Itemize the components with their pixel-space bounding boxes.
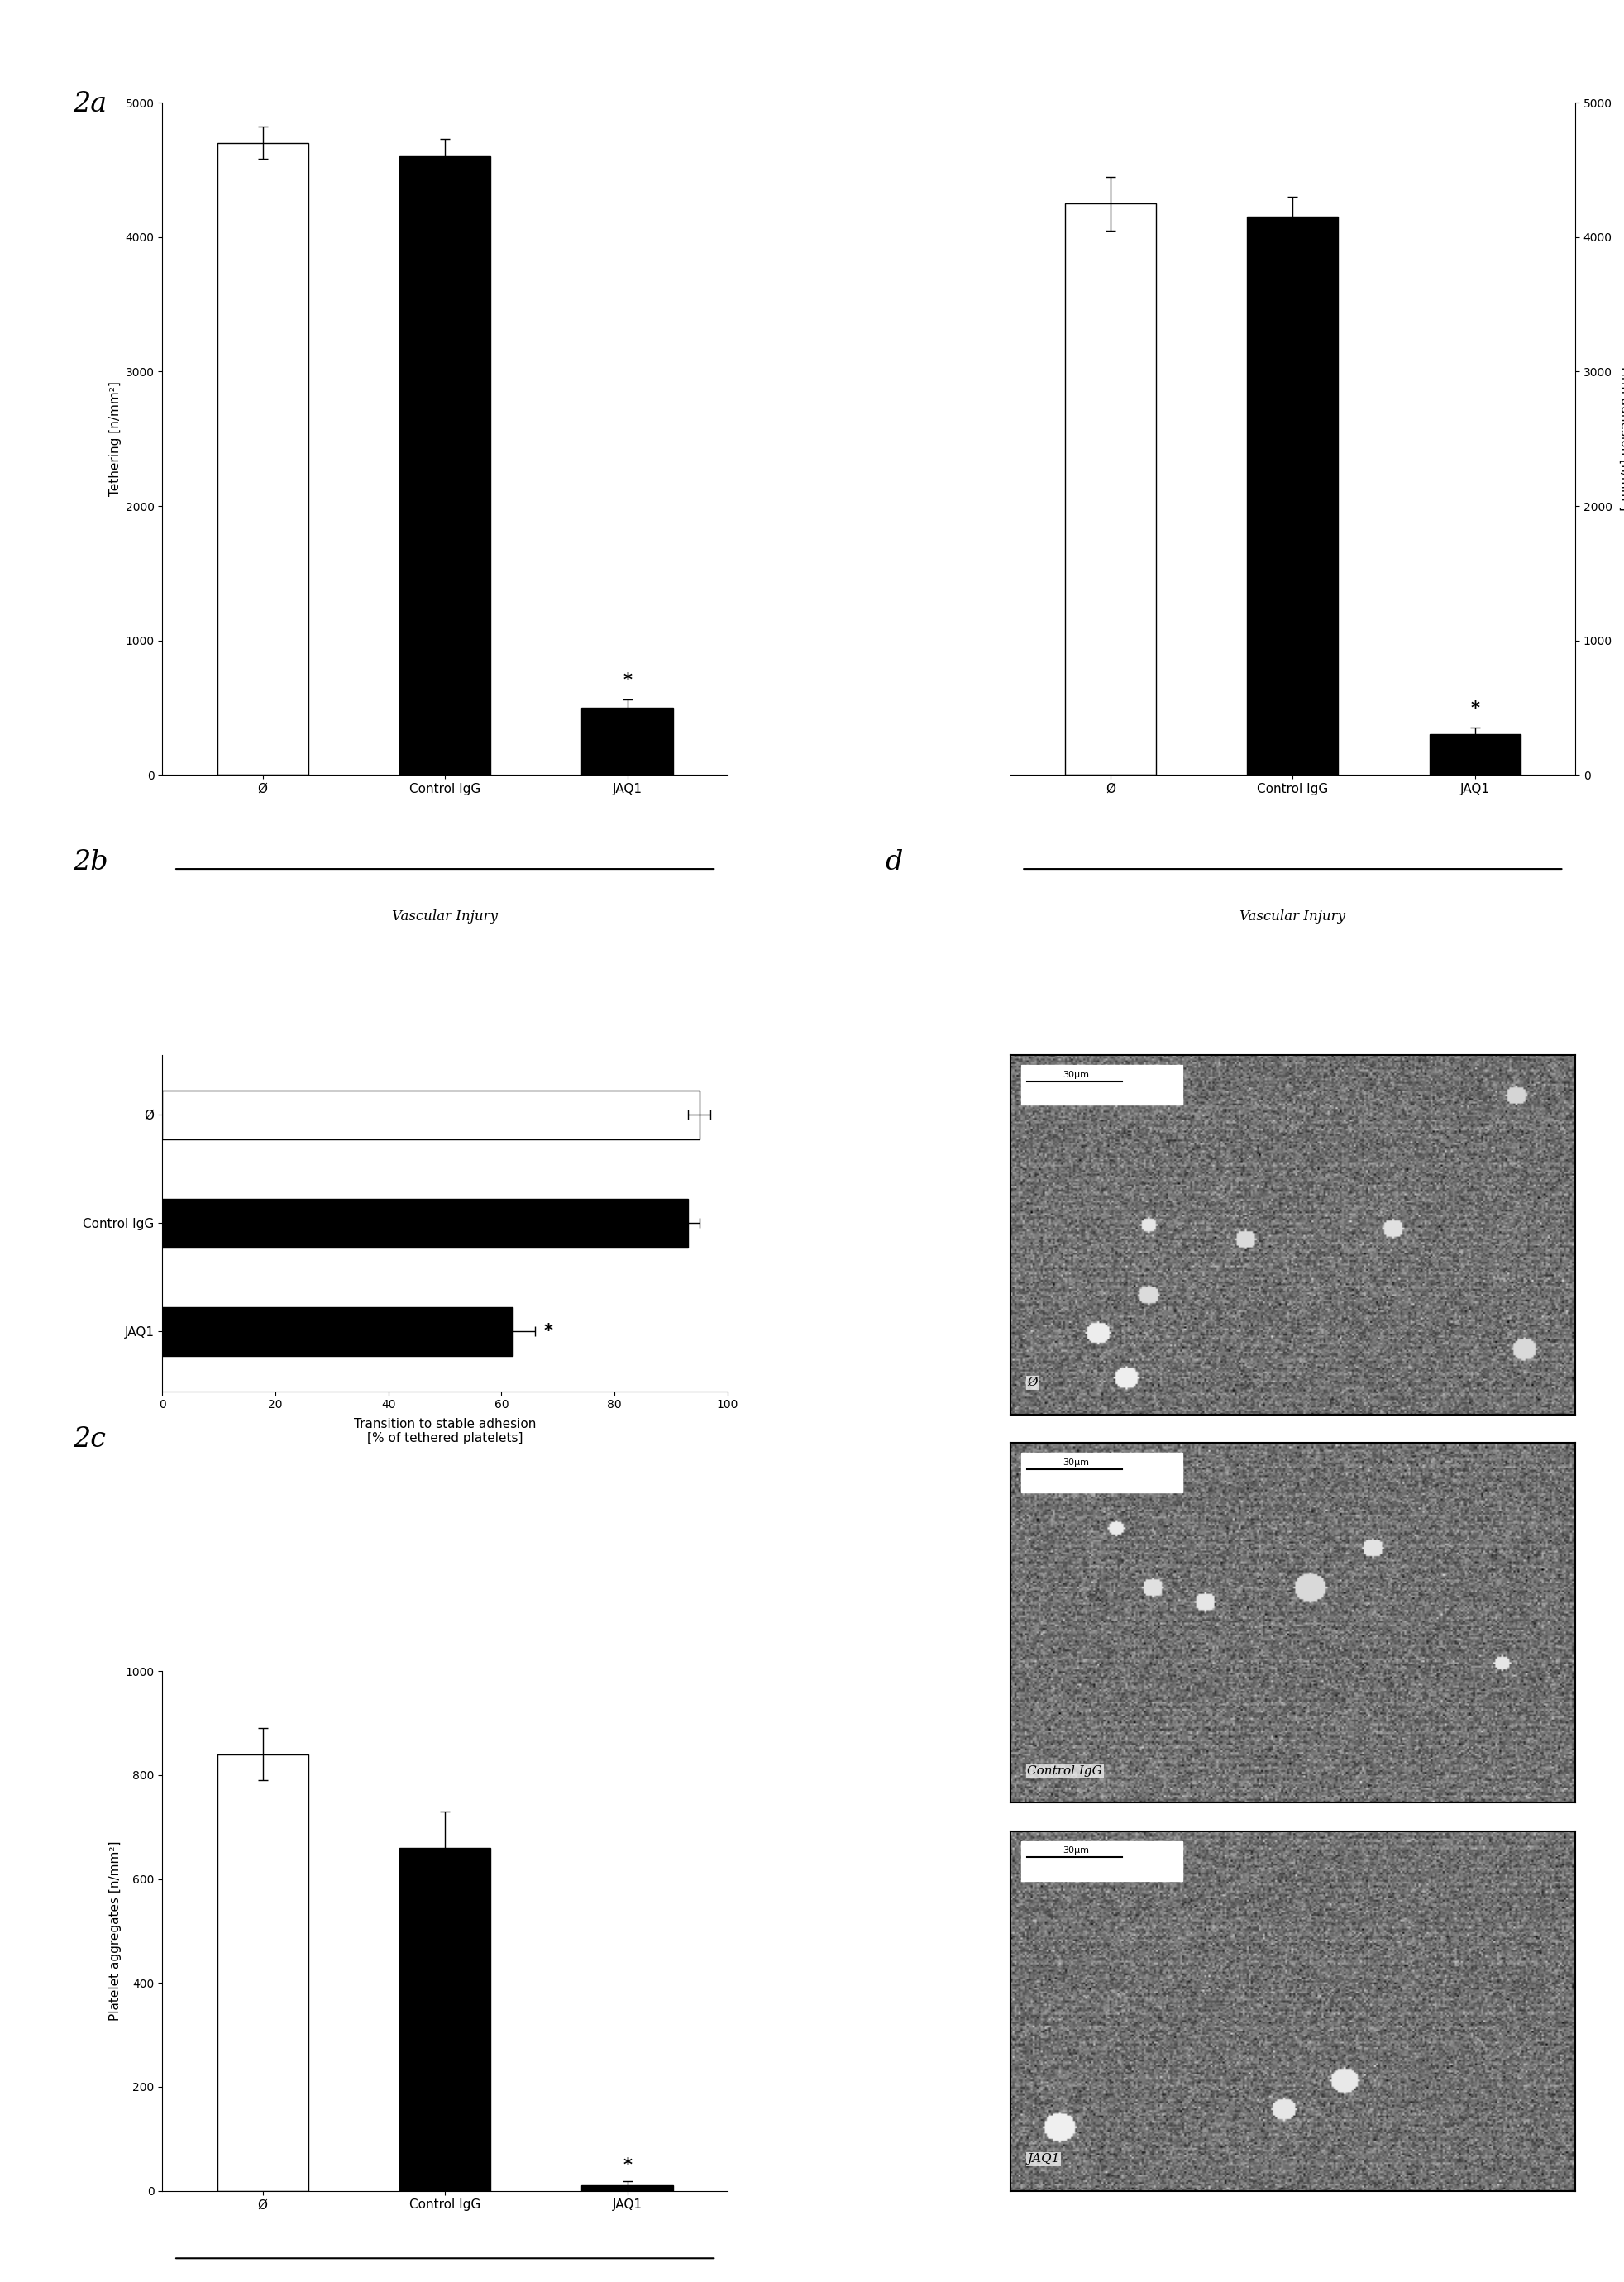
Text: 30μm: 30μm [1062, 1846, 1090, 1855]
Bar [400, 1848, 490, 2191]
X-axis label: Transition to stable adhesion
[% of tethered platelets]: Transition to stable adhesion [% of teth… [354, 1417, 536, 1445]
Text: Ø: Ø [1028, 1376, 1038, 1387]
Bar [1021, 1454, 1182, 1492]
Bar [162, 1091, 700, 1139]
Bar [581, 707, 672, 776]
Text: 2b: 2b [73, 849, 109, 876]
Text: *: * [622, 2156, 632, 2172]
Bar [1247, 217, 1338, 776]
Text: 2a: 2a [73, 91, 107, 119]
Bar [1021, 1842, 1182, 1880]
Text: 30μm: 30μm [1062, 1070, 1090, 1079]
Text: *: * [544, 1324, 554, 1340]
Bar [218, 1755, 309, 2191]
Bar [162, 1198, 689, 1248]
Text: JAQ1: JAQ1 [1028, 2154, 1060, 2166]
Bar [1429, 735, 1520, 776]
Text: *: * [622, 673, 632, 689]
Y-axis label: Platelet aggregates [n/mm²]: Platelet aggregates [n/mm²] [109, 1842, 122, 2022]
Text: Vascular Injury: Vascular Injury [1239, 911, 1346, 924]
Bar [1065, 203, 1156, 776]
Text: Control IgG: Control IgG [1028, 1764, 1103, 1775]
Text: Vascular Injury: Vascular Injury [391, 911, 499, 924]
Bar [1021, 1066, 1182, 1104]
Bar [581, 2186, 672, 2191]
Bar [162, 1308, 513, 1356]
Y-axis label: Tethering [n/mm²]: Tethering [n/mm²] [109, 381, 122, 495]
Text: 2c: 2c [73, 1426, 106, 1454]
Text: *: * [1470, 701, 1479, 717]
Y-axis label: Firm adhesion [n/mm²]: Firm adhesion [n/mm²] [1619, 367, 1624, 511]
Text: d: d [885, 849, 903, 876]
Bar [400, 157, 490, 776]
Bar [218, 144, 309, 776]
Text: 30μm: 30μm [1062, 1458, 1090, 1467]
